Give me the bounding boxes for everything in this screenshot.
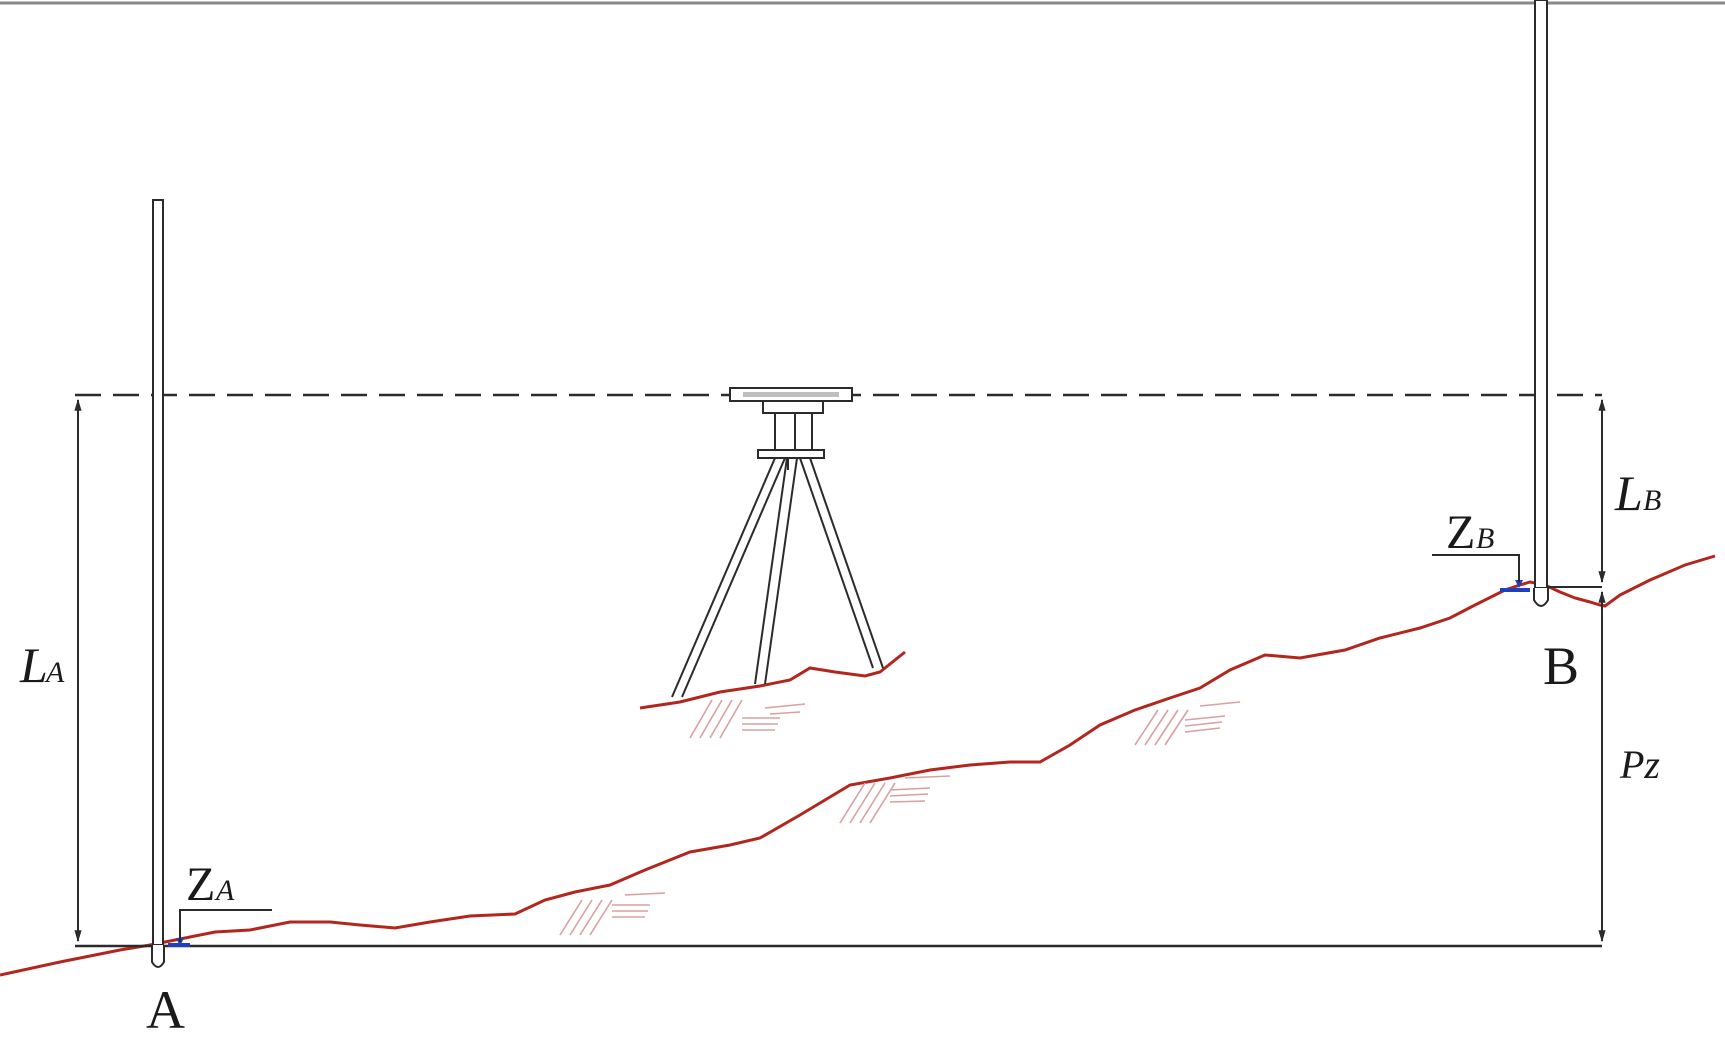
la-label-sub: A [44, 656, 65, 689]
za-label-sub: A [214, 874, 235, 907]
zb-leader-line [1432, 554, 1520, 582]
instrument-ground [639, 650, 906, 710]
ground-profile [0, 554, 1716, 977]
lb-label-sub: B [1643, 484, 1661, 517]
za-label-main: Z [186, 858, 215, 911]
ground-hatching [559, 699, 1241, 936]
point-b-label: B [1543, 636, 1579, 696]
zb-label-main: Z [1446, 506, 1475, 559]
point-a-label: A [146, 980, 185, 1040]
la-label-main: L [19, 637, 48, 693]
benchmark-b-marker [1500, 580, 1530, 592]
pz-label: Pz [1619, 742, 1660, 787]
leveling-staff-a [151, 199, 165, 968]
lb-label-main: L [1614, 465, 1643, 521]
zb-label-sub: B [1476, 522, 1494, 555]
za-leader-line [179, 909, 272, 942]
tripod-icon [671, 457, 884, 698]
level-instrument-icon [729, 387, 853, 470]
leveling-staff-b [1533, 0, 1549, 607]
